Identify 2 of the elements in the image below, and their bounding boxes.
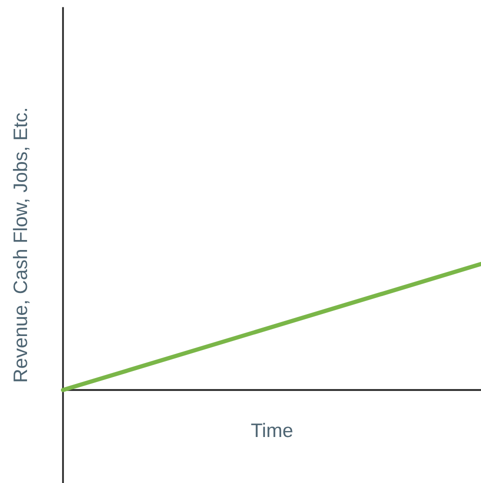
y-axis-title: Revenue, Cash Flow, Jobs, Etc. xyxy=(12,108,30,382)
x-axis-title: Time xyxy=(251,422,292,438)
